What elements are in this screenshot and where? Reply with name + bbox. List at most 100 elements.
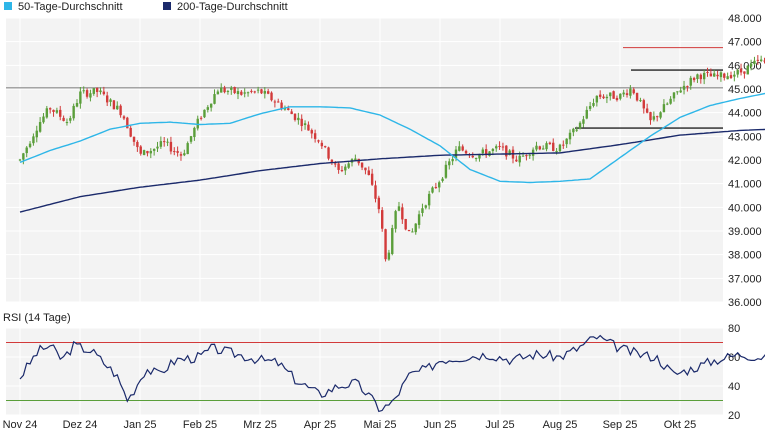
candle-body [682, 85, 686, 90]
candle-body [629, 88, 632, 96]
candle-body [330, 159, 334, 163]
candle-body [28, 143, 32, 148]
candle-body [759, 59, 763, 62]
candle-body [397, 206, 401, 211]
candle-body [300, 118, 303, 127]
candle-body [454, 149, 458, 159]
candle-body [424, 205, 427, 208]
candle-body [387, 252, 391, 260]
candle-body [719, 72, 723, 78]
candle-body [709, 73, 713, 77]
x-tick-label: Mrz 25 [243, 419, 277, 430]
candle-body [116, 105, 119, 110]
candle-body [213, 94, 216, 104]
candle-body [649, 112, 652, 121]
candle-body [65, 122, 69, 124]
y-tick-label: 42.000 [728, 155, 762, 167]
candle-body [35, 130, 38, 138]
candle-body [438, 182, 441, 188]
rsi-tick-label: 60 [728, 352, 740, 364]
candle-body [407, 229, 411, 232]
rsi-tick-label: 20 [728, 410, 740, 422]
candle-body [404, 218, 407, 230]
candle-body [528, 154, 531, 156]
candle-body [203, 109, 206, 118]
candle-body [344, 166, 347, 171]
x-tick-label: Apr 25 [304, 419, 336, 430]
candle-body [196, 118, 199, 129]
candle-body [169, 141, 173, 152]
candle-body [280, 102, 283, 109]
candle-body [367, 170, 370, 176]
candle-body [763, 60, 765, 62]
candle-body [183, 153, 186, 156]
candle-body [696, 74, 699, 80]
candle-body [193, 127, 196, 138]
candle-body [491, 148, 495, 152]
candle-body [669, 98, 672, 104]
candle-body [199, 117, 203, 119]
candle-body [99, 90, 102, 93]
candle-body [689, 77, 692, 86]
legend-swatch [4, 2, 12, 10]
candle-body [401, 207, 404, 220]
x-tick-label: Mai 25 [363, 419, 396, 430]
candle-body [223, 87, 226, 93]
candle-body [478, 154, 481, 159]
candle-body [381, 210, 384, 229]
candle-body [146, 150, 149, 154]
x-tick-label: Dez 24 [63, 419, 98, 430]
legend-label: 200-Tage-Durchschnitt [177, 1, 288, 13]
legend-label: 50-Tage-Durchschnitt [18, 1, 123, 13]
candle-body [270, 92, 273, 101]
candle-body [421, 208, 424, 213]
candle-body [595, 95, 599, 103]
candle-body [38, 122, 42, 132]
candle-body [263, 91, 267, 94]
candle-body [334, 163, 337, 165]
candle-body [260, 89, 263, 94]
candle-body [230, 87, 233, 90]
candle-body [139, 146, 142, 154]
candle-body [109, 99, 112, 102]
candle-body [495, 146, 498, 149]
candle-body [142, 150, 146, 155]
candle-body [82, 90, 85, 92]
candle-body [206, 107, 210, 110]
candle-body [713, 73, 716, 77]
candle-body [391, 228, 394, 255]
candle-body [159, 141, 163, 147]
candle-body [85, 90, 89, 97]
candle-body [256, 89, 260, 91]
rsi-plot-area [6, 328, 723, 415]
candle-body [743, 71, 746, 74]
candle-body [666, 103, 669, 105]
x-tick-label: Feb 25 [183, 419, 217, 430]
candle-body [702, 72, 706, 80]
candle-body [102, 91, 106, 95]
candle-body [156, 146, 159, 149]
candle-body [672, 92, 676, 99]
candle-body [572, 128, 575, 133]
candle-body [297, 117, 300, 121]
candle-body [726, 76, 729, 80]
y-tick-label: 39.000 [728, 226, 762, 238]
candle-body [152, 148, 156, 151]
candle-body [246, 92, 250, 94]
candle-body [505, 145, 508, 157]
candle-body [411, 231, 414, 233]
candle-body [340, 170, 344, 172]
candle-body [444, 164, 448, 178]
sma50-line [19, 92, 765, 184]
candle-body [723, 73, 726, 78]
y-tick-label: 44.000 [728, 108, 762, 120]
candle-body [431, 187, 434, 193]
candle-body [283, 108, 287, 110]
candle-body [535, 145, 538, 150]
candle-body [173, 151, 176, 153]
candle-body [461, 146, 464, 151]
candle-body [354, 158, 357, 161]
sma200-line [19, 128, 765, 213]
candle-body [273, 101, 277, 103]
